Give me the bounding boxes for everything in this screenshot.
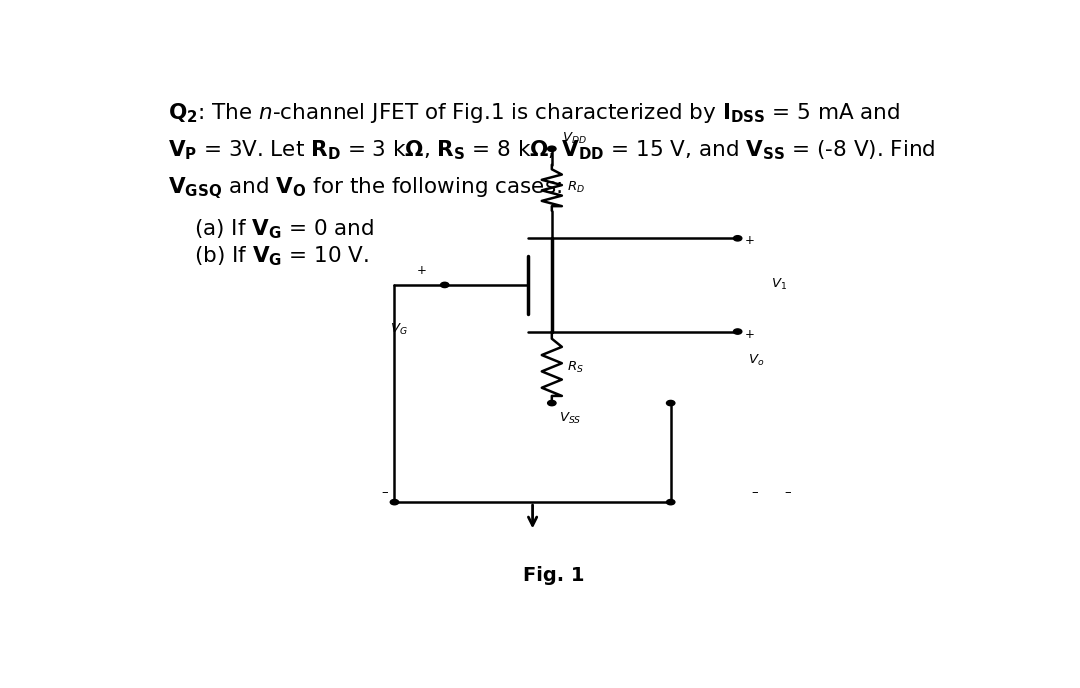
Text: $V_{SS}$: $V_{SS}$: [558, 411, 581, 426]
Text: +: +: [417, 264, 427, 277]
Text: $\mathit{\mathbf{V_{GSQ}}}$ and $\mathit{\mathbf{V_O}}$ for the following cases:: $\mathit{\mathbf{V_{GSQ}}}$ and $\mathit…: [168, 175, 563, 201]
Text: $R_S$: $R_S$: [567, 360, 583, 375]
Text: $V_1$: $V_1$: [771, 277, 787, 292]
Text: +: +: [744, 327, 754, 341]
Text: +: +: [744, 235, 754, 248]
Circle shape: [548, 146, 556, 151]
Text: –: –: [381, 486, 388, 499]
Text: –: –: [751, 486, 758, 499]
Circle shape: [548, 400, 556, 406]
Text: $V_G$: $V_G$: [390, 322, 408, 337]
Circle shape: [390, 499, 399, 505]
Circle shape: [666, 499, 675, 505]
Text: $\mathbf{Q_2}$: The $\mathit{n}$-channel JFET of Fig.1 is characterized by $\mat: $\mathbf{Q_2}$: The $\mathit{n}$-channel…: [168, 101, 901, 125]
Text: (b) If $\mathit{\mathbf{V_G}}$ = 10 V.: (b) If $\mathit{\mathbf{V_G}}$ = 10 V.: [193, 244, 368, 268]
Circle shape: [666, 400, 675, 406]
Circle shape: [733, 236, 742, 241]
Text: $V_o$: $V_o$: [747, 353, 764, 368]
Text: –: –: [784, 486, 792, 499]
Circle shape: [441, 282, 449, 288]
Text: $V_{DD}$: $V_{DD}$: [562, 131, 586, 146]
Text: $\mathit{\mathbf{V_P}}$ = 3V. Let $\mathit{\mathbf{R_D}}$ = 3 k$\mathbf{\Omega}$: $\mathit{\mathbf{V_P}}$ = 3V. Let $\math…: [168, 138, 936, 162]
Text: (a) If $\mathit{\mathbf{V_G}}$ = 0 and: (a) If $\mathit{\mathbf{V_G}}$ = 0 and: [193, 217, 374, 241]
Text: $R_D$: $R_D$: [567, 180, 584, 195]
Circle shape: [733, 329, 742, 334]
Text: Fig. 1: Fig. 1: [523, 566, 584, 585]
